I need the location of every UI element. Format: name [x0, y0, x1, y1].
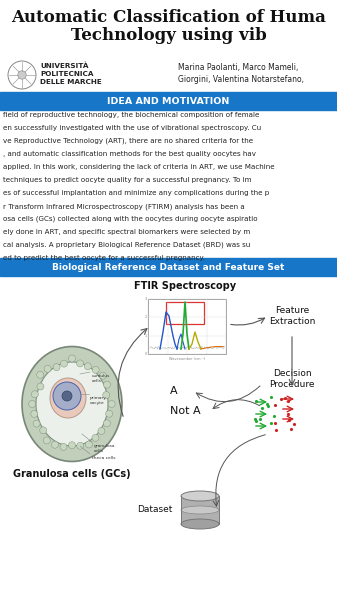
Text: applied. In this work, considering the lack of criteria in ART, we use Machine: applied. In this work, considering the l…	[3, 164, 275, 170]
Circle shape	[84, 363, 91, 370]
Circle shape	[37, 383, 44, 390]
Circle shape	[29, 401, 36, 407]
Text: theca cells: theca cells	[92, 456, 116, 460]
Circle shape	[103, 381, 111, 388]
Text: 3: 3	[145, 297, 147, 301]
Text: Marina Paolanti, Marco Mameli,
Giorgini, Valentina Notarstefano,: Marina Paolanti, Marco Mameli, Giorgini,…	[179, 63, 305, 84]
Circle shape	[43, 437, 50, 444]
Text: ely done in ART, and specific spectral biomarkers were selected by m: ely done in ART, and specific spectral b…	[3, 229, 250, 235]
Text: FTIR Spectroscopy: FTIR Spectroscopy	[134, 281, 236, 291]
Text: techniques to predict oocyte quality for a successful pregnancy. To im: techniques to predict oocyte quality for…	[3, 177, 251, 183]
Circle shape	[44, 365, 51, 373]
Text: 2: 2	[145, 315, 147, 319]
Circle shape	[76, 360, 84, 367]
Circle shape	[31, 410, 38, 418]
Text: field of reproductive technology, the biochemical composition of female: field of reproductive technology, the bi…	[3, 112, 259, 118]
Text: Not A: Not A	[170, 406, 201, 416]
Circle shape	[98, 428, 105, 434]
Text: primary
oocyte: primary oocyte	[90, 396, 107, 404]
Ellipse shape	[181, 491, 219, 501]
Circle shape	[103, 420, 111, 427]
Circle shape	[77, 442, 84, 449]
Circle shape	[31, 391, 38, 398]
Text: Feature
Extraction: Feature Extraction	[269, 306, 315, 326]
Text: cumulus
cells: cumulus cells	[92, 374, 110, 383]
Circle shape	[60, 443, 67, 450]
Text: cal analysis. A proprietary Biological Reference Dataset (BRD) was su: cal analysis. A proprietary Biological R…	[3, 242, 250, 249]
Ellipse shape	[50, 378, 86, 418]
Bar	[0, 258, 337, 276]
Circle shape	[92, 434, 99, 441]
Text: Decision
Procedure: Decision Procedure	[269, 369, 315, 389]
Circle shape	[105, 410, 113, 418]
Circle shape	[53, 364, 60, 371]
Text: Wavenumber (cm⁻¹): Wavenumber (cm⁻¹)	[169, 357, 205, 361]
Bar	[166, 302, 204, 324]
Circle shape	[37, 371, 44, 379]
Text: es of successful implantation and minimize any complications during the p: es of successful implantation and minimi…	[3, 190, 269, 196]
Text: osa cells (GCs) collected along with the oocytes during oocyte aspiratio: osa cells (GCs) collected along with the…	[3, 216, 257, 222]
Circle shape	[68, 441, 75, 449]
Text: , and automatic classification methods for the best quality oocytes hav: , and automatic classification methods f…	[3, 151, 256, 157]
Circle shape	[86, 441, 92, 448]
Text: en successfully investigated with the use of vibrational spectroscopy. Cu: en successfully investigated with the us…	[3, 125, 261, 131]
Circle shape	[40, 427, 47, 434]
Text: Automatic Classification of Huma: Automatic Classification of Huma	[11, 9, 326, 26]
Circle shape	[52, 441, 58, 448]
Circle shape	[60, 360, 67, 367]
Circle shape	[33, 420, 40, 427]
Circle shape	[99, 372, 106, 379]
Ellipse shape	[181, 519, 219, 529]
Bar	[181, 496, 219, 524]
Text: Granulosa cells (GCs): Granulosa cells (GCs)	[13, 469, 131, 479]
Text: Dataset: Dataset	[137, 506, 173, 515]
Text: ed to predict the best oocyte for a successful pregnancy.: ed to predict the best oocyte for a succ…	[3, 255, 205, 261]
Text: 0: 0	[145, 352, 147, 356]
Ellipse shape	[22, 346, 122, 461]
Text: Technology using vib: Technology using vib	[71, 27, 266, 44]
Circle shape	[68, 355, 75, 362]
Ellipse shape	[36, 362, 108, 446]
Circle shape	[92, 367, 99, 373]
Circle shape	[103, 392, 110, 398]
Text: IDEA AND MOTIVATION: IDEA AND MOTIVATION	[107, 96, 230, 105]
Text: UNIVERSITÀ
POLITECNICA
DELLE MARCHE: UNIVERSITÀ POLITECNICA DELLE MARCHE	[40, 63, 102, 85]
Text: Biological Reference Dataset and Feature Set: Biological Reference Dataset and Feature…	[52, 262, 285, 271]
Circle shape	[18, 71, 26, 79]
Circle shape	[62, 391, 72, 401]
Ellipse shape	[181, 506, 219, 514]
Circle shape	[53, 382, 81, 410]
Text: 1: 1	[145, 334, 147, 338]
Bar	[0, 92, 337, 110]
Bar	[148, 299, 226, 354]
Text: ve Reproductive Technology (ART), there are no shared criteria for the: ve Reproductive Technology (ART), there …	[3, 138, 253, 144]
Text: A: A	[170, 386, 178, 396]
Text: r Transform Infrared Microspectroscopy (FTIRM) analysis has been a: r Transform Infrared Microspectroscopy (…	[3, 203, 245, 210]
Text: granulosa
cells: granulosa cells	[94, 444, 116, 453]
Circle shape	[108, 401, 115, 407]
